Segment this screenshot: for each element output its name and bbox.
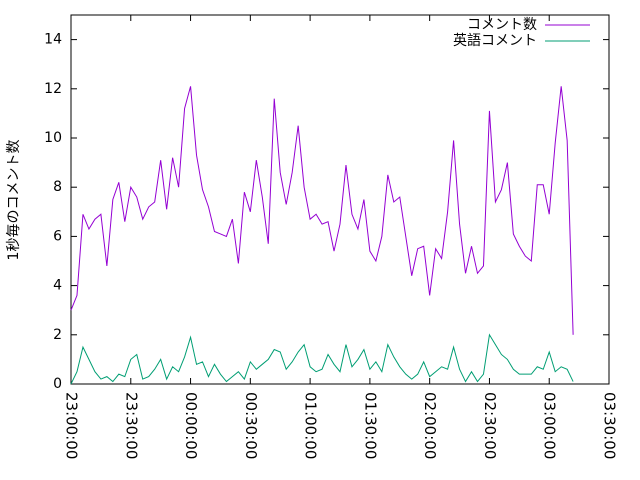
x-tick-label: 23:30:00	[122, 392, 140, 459]
y-tick-label: 6	[53, 228, 62, 244]
y-tick-label: 2	[53, 327, 62, 343]
y-tick-label: 4	[53, 278, 62, 294]
x-tick-label: 01:30:00	[361, 392, 379, 459]
plot-frame	[70, 14, 610, 385]
y-axis-label: 1秒毎のコメント数	[6, 140, 22, 261]
legend-label: 英語コメント	[453, 32, 537, 49]
y-tick-label: 10	[44, 130, 62, 146]
x-tick-label: 00:30:00	[242, 392, 260, 459]
y-tick-label: 8	[53, 179, 62, 195]
x-tick-label: 03:00:00	[541, 392, 559, 459]
x-tick-label: 01:00:00	[302, 392, 320, 459]
x-tick-label: 02:00:00	[421, 392, 439, 459]
x-tick-label: 23:00:00	[63, 392, 81, 459]
x-tick-label: 03:30:00	[601, 392, 619, 459]
y-tick-label: 12	[44, 81, 62, 97]
x-tick-label: 02:30:00	[481, 392, 499, 459]
series-line	[70, 86, 574, 335]
series-line	[70, 333, 574, 385]
legend-label: コメント数	[467, 17, 537, 33]
y-tick-label: 0	[53, 376, 62, 392]
x-tick-label: 00:00:00	[182, 392, 200, 459]
y-tick-label: 14	[44, 32, 62, 48]
